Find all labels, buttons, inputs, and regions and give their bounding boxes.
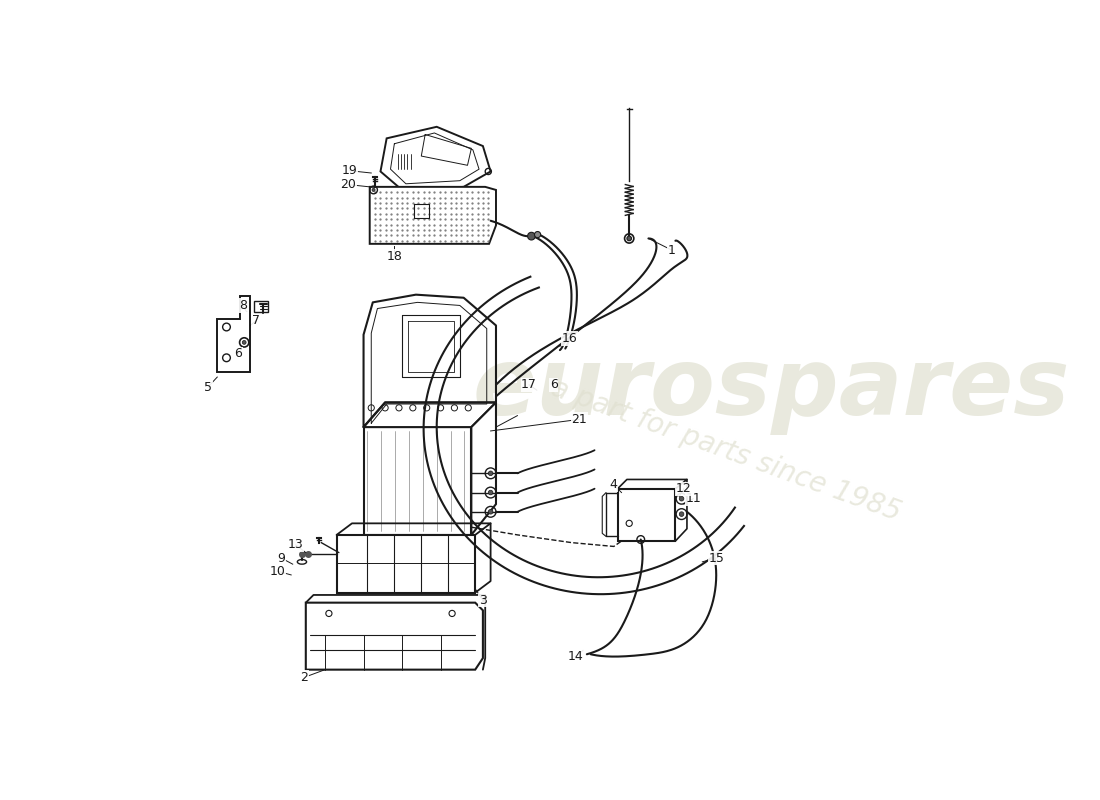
- Circle shape: [488, 471, 493, 476]
- Circle shape: [680, 512, 684, 517]
- Text: 3: 3: [478, 594, 487, 607]
- Polygon shape: [472, 402, 496, 535]
- Text: 11: 11: [685, 492, 701, 506]
- Circle shape: [488, 490, 493, 495]
- Text: 7: 7: [252, 314, 260, 327]
- Circle shape: [372, 188, 375, 191]
- Text: 8: 8: [239, 299, 246, 312]
- Text: 21: 21: [571, 413, 587, 426]
- Text: 18: 18: [386, 250, 403, 262]
- Text: 5: 5: [204, 381, 212, 394]
- Circle shape: [627, 236, 631, 241]
- Circle shape: [535, 231, 541, 238]
- Polygon shape: [381, 126, 491, 190]
- Text: 12: 12: [676, 482, 692, 495]
- Text: a part for parts since 1985: a part for parts since 1985: [547, 374, 904, 526]
- Circle shape: [680, 496, 684, 501]
- Text: 13: 13: [288, 538, 304, 551]
- Text: 4: 4: [609, 478, 618, 491]
- Polygon shape: [370, 187, 496, 244]
- Text: 17: 17: [521, 378, 537, 391]
- Text: 6: 6: [234, 347, 242, 361]
- Text: 19: 19: [342, 164, 358, 177]
- Circle shape: [242, 341, 246, 344]
- Text: 9: 9: [277, 551, 285, 565]
- Polygon shape: [337, 535, 475, 593]
- Text: 2: 2: [300, 671, 308, 684]
- Text: 15: 15: [708, 551, 724, 565]
- Polygon shape: [363, 402, 496, 427]
- Polygon shape: [363, 427, 472, 535]
- Circle shape: [488, 510, 493, 514]
- Text: 6: 6: [550, 378, 558, 391]
- Polygon shape: [218, 296, 251, 372]
- Polygon shape: [306, 602, 483, 670]
- Bar: [254, 301, 268, 311]
- Text: 20: 20: [340, 178, 356, 191]
- Circle shape: [528, 232, 536, 240]
- Polygon shape: [618, 489, 675, 541]
- Text: 1: 1: [668, 243, 675, 257]
- Text: 14: 14: [568, 650, 583, 663]
- Text: 10: 10: [270, 565, 285, 578]
- Text: eurospares: eurospares: [473, 342, 1070, 434]
- Text: 16: 16: [562, 332, 578, 345]
